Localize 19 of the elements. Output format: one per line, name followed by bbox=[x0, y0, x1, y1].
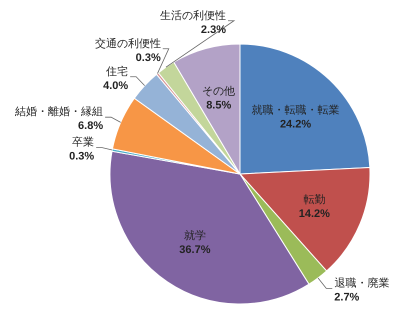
slice-label: 住宅 bbox=[106, 64, 128, 78]
data-label: 24.2% bbox=[280, 118, 312, 131]
slice-label: 就職・転職・転業 bbox=[252, 104, 340, 117]
data-label: 0.3% bbox=[136, 52, 161, 64]
slice-label: 就学 bbox=[184, 228, 206, 242]
data-label: 6.8% bbox=[78, 120, 104, 132]
data-label: 2.7% bbox=[334, 291, 360, 304]
slice-label: 転勤 bbox=[303, 193, 326, 206]
data-label: 14.2% bbox=[298, 208, 330, 220]
slice-label: 卒業 bbox=[72, 136, 94, 149]
data-label: 36.7% bbox=[179, 244, 211, 256]
slice-label: 退職・廃業 bbox=[334, 276, 390, 290]
data-label: 0.3% bbox=[69, 150, 94, 163]
slice-label: 結婚・離婚・縁組 bbox=[14, 106, 104, 118]
slice-label: その他 bbox=[202, 85, 236, 98]
slice-label: 交通の利便性 bbox=[94, 36, 161, 50]
data-label: 8.5% bbox=[206, 99, 232, 112]
data-label: 4.0% bbox=[103, 80, 128, 92]
slice-label: 生活の利便性 bbox=[160, 8, 226, 22]
